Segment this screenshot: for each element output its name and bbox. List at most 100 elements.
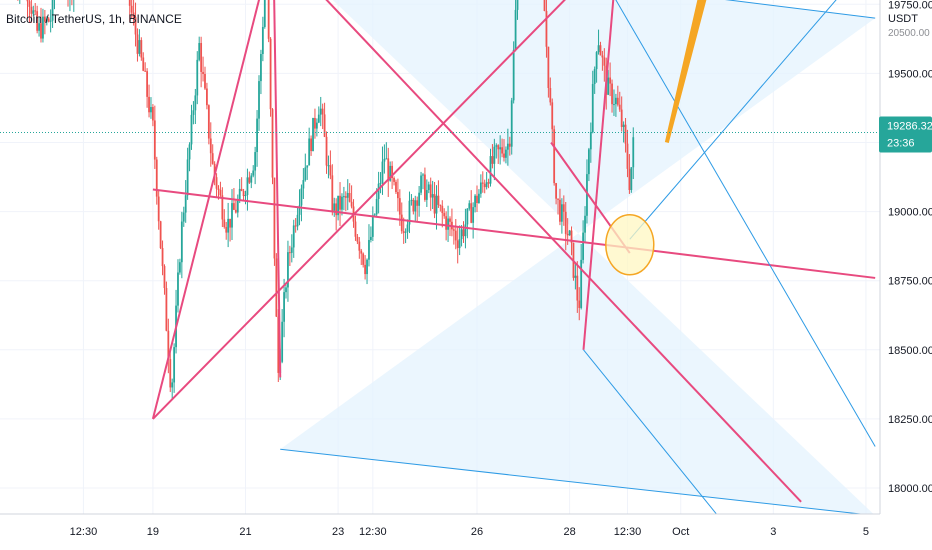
pitchfork-fill bbox=[280, 0, 876, 516]
candle-body bbox=[155, 159, 158, 197]
candle-body bbox=[427, 184, 430, 191]
candle-body bbox=[485, 182, 488, 188]
candle-body bbox=[148, 96, 150, 113]
candle-body bbox=[169, 359, 172, 388]
candle-body bbox=[397, 192, 399, 199]
candle-body bbox=[439, 204, 442, 206]
time-tick-label: 23 bbox=[332, 526, 344, 538]
candle-body bbox=[190, 114, 193, 145]
candle-body bbox=[447, 218, 449, 230]
candle-body bbox=[499, 147, 502, 150]
candle-body bbox=[491, 156, 494, 164]
candle-body bbox=[458, 239, 461, 249]
price-axis-background[interactable] bbox=[880, 0, 932, 550]
candle-body bbox=[410, 199, 413, 201]
pink-trend-line[interactable] bbox=[273, 0, 282, 378]
time-axis-background[interactable] bbox=[0, 514, 932, 550]
pink-trend-line[interactable] bbox=[582, 0, 615, 350]
price-tick-label: 18500.00 bbox=[888, 345, 932, 357]
candle-body bbox=[321, 108, 324, 115]
candle-body bbox=[213, 163, 216, 178]
candle-body bbox=[204, 73, 206, 89]
bullish-arrow[interactable] bbox=[664, 0, 725, 143]
time-tick-label: 26 bbox=[471, 526, 483, 538]
pitchfork-lower-line[interactable] bbox=[280, 448, 876, 517]
candle-body bbox=[501, 147, 503, 154]
candle-body bbox=[356, 236, 359, 242]
candle-body bbox=[628, 168, 631, 191]
candle-body bbox=[327, 165, 330, 167]
candle-body bbox=[252, 170, 255, 176]
highlight-ellipse[interactable] bbox=[605, 214, 655, 276]
pitchfork-upper-line[interactable] bbox=[273, 0, 876, 19]
candle-body bbox=[142, 57, 145, 71]
candle-body bbox=[510, 100, 513, 147]
time-axis[interactable]: 12:30 19 21 23 12:30 26 28 12:30 Oct 3 5 bbox=[70, 526, 869, 538]
candle-body bbox=[335, 203, 338, 216]
time-tick-label: 19 bbox=[147, 526, 159, 538]
candle-body bbox=[315, 122, 318, 129]
candle-body bbox=[412, 199, 415, 212]
candle-body bbox=[206, 88, 208, 106]
candle-body bbox=[393, 178, 395, 182]
candle-body bbox=[285, 287, 287, 293]
candle-body bbox=[34, 10, 37, 12]
candle-body bbox=[277, 316, 280, 373]
pink-trend-line[interactable] bbox=[152, 0, 764, 420]
blue-trend-line[interactable] bbox=[583, 349, 719, 516]
candle-body bbox=[389, 165, 392, 181]
candle-body bbox=[32, 10, 35, 14]
candle-body bbox=[344, 196, 347, 198]
blue-trend-line[interactable] bbox=[629, 0, 875, 240]
candle-body bbox=[47, 18, 50, 22]
candle-body bbox=[254, 152, 257, 171]
candle-body bbox=[211, 153, 214, 164]
candle-body bbox=[300, 188, 303, 206]
candle-body bbox=[163, 266, 166, 289]
drawing-annotations[interactable] bbox=[151, 0, 876, 516]
candle-body bbox=[582, 232, 585, 260]
candle-body bbox=[433, 194, 436, 214]
candle-body bbox=[159, 221, 162, 249]
candle-body bbox=[381, 161, 384, 183]
candle-body bbox=[570, 230, 573, 243]
candle-body bbox=[215, 177, 218, 189]
chart-title: Bitcoin / TetherUS, 1h, BINANCE bbox=[6, 12, 182, 26]
candle-body bbox=[26, 0, 29, 2]
candle-body bbox=[402, 231, 405, 233]
candle-body bbox=[171, 382, 174, 388]
candle-body bbox=[609, 77, 612, 84]
pink-trend-line[interactable] bbox=[273, 0, 802, 503]
pink-trend-line[interactable] bbox=[152, 188, 876, 279]
last-price-countdown: 23:36 bbox=[887, 137, 915, 149]
candle-body bbox=[198, 43, 201, 60]
candle-body bbox=[377, 183, 380, 199]
price-tick-label: 18000.00 bbox=[888, 483, 932, 495]
candle-body bbox=[128, 0, 131, 6]
candle-body bbox=[441, 205, 444, 214]
candle-body bbox=[267, 0, 270, 39]
candle-body bbox=[223, 219, 226, 228]
candle-body bbox=[140, 40, 143, 58]
candle-body bbox=[134, 17, 137, 35]
blue-trend-line[interactable] bbox=[614, 0, 876, 447]
pink-trend-line[interactable] bbox=[151, 0, 273, 420]
candle-body bbox=[325, 136, 328, 166]
candle-body bbox=[331, 175, 334, 211]
candle-body bbox=[624, 124, 627, 144]
price-tick-label: 19500.00 bbox=[888, 68, 932, 80]
candle-body bbox=[400, 214, 403, 232]
price-tick-label: 18250.00 bbox=[888, 414, 932, 426]
candle-body bbox=[466, 208, 469, 225]
price-tick-label: 19750.00 bbox=[888, 0, 932, 11]
candle-body bbox=[317, 114, 320, 123]
candle-body bbox=[555, 183, 557, 199]
candle-body bbox=[495, 145, 498, 147]
candle-body bbox=[225, 227, 228, 233]
candle-body bbox=[233, 203, 235, 210]
candle-body bbox=[593, 69, 596, 85]
candle-body bbox=[217, 188, 220, 190]
candle-body bbox=[240, 188, 243, 191]
candle-body bbox=[414, 200, 417, 212]
